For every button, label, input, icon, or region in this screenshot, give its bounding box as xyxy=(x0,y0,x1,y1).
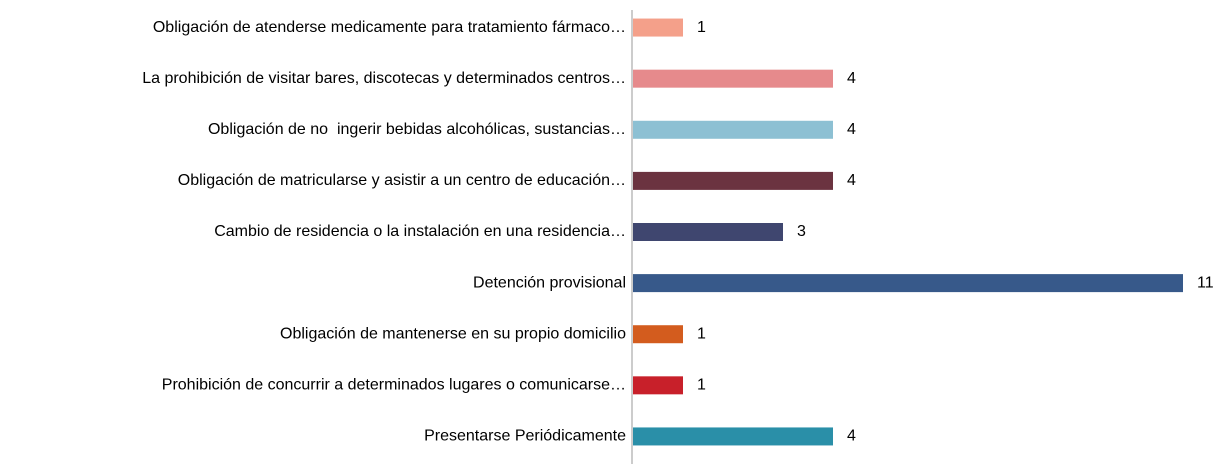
category-label: La prohibición de visitar bares, discote… xyxy=(142,70,626,87)
value-label: 1 xyxy=(697,377,706,394)
bar xyxy=(633,427,833,446)
category-label: Obligación de atenderse medicamente para… xyxy=(153,19,626,36)
bar xyxy=(633,274,1183,293)
category-label: Detención provisional xyxy=(473,274,626,291)
bar xyxy=(633,18,683,37)
category-label: Obligación de no ingerir bebidas alcohól… xyxy=(208,121,626,138)
value-label: 1 xyxy=(697,19,706,36)
bar xyxy=(633,223,783,241)
category-label: Obligación de matricularse y asistir a u… xyxy=(178,172,626,189)
value-label: 4 xyxy=(847,172,856,189)
category-label: Presentarse Periódicamente xyxy=(424,428,626,445)
category-label: Prohibición de concurrir a determinados … xyxy=(162,377,626,394)
bar xyxy=(633,171,833,190)
value-label: 4 xyxy=(847,428,856,445)
category-label: Obligación de mantenerse en su propio do… xyxy=(280,325,626,342)
bar xyxy=(633,325,683,344)
value-label: 4 xyxy=(847,70,856,87)
value-label: 3 xyxy=(797,223,806,240)
bar xyxy=(633,376,683,395)
category-label: Cambio de residencia o la instalación en… xyxy=(214,223,626,240)
bar xyxy=(633,69,833,88)
value-label: 1 xyxy=(697,325,706,342)
bar xyxy=(633,120,833,139)
value-label: 11 xyxy=(1197,274,1214,291)
value-label: 4 xyxy=(847,121,856,138)
